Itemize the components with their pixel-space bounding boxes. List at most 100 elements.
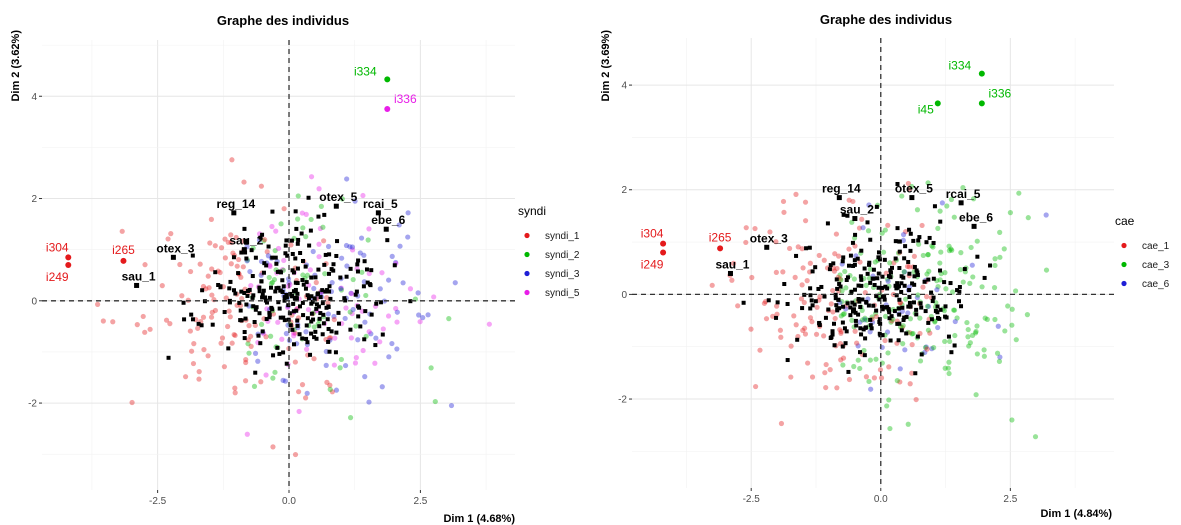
category-point <box>309 294 314 299</box>
category-point <box>943 304 948 309</box>
individual-point <box>347 244 353 250</box>
category-point <box>876 285 881 290</box>
category-point <box>907 300 912 305</box>
category-point <box>260 329 265 334</box>
individual-point <box>834 265 840 272</box>
individual-point <box>196 369 202 375</box>
category-point <box>305 293 310 298</box>
individual-point <box>843 285 849 291</box>
category-point <box>356 314 361 319</box>
individual-point <box>140 313 146 320</box>
category-point <box>316 267 321 272</box>
category-point <box>314 302 319 307</box>
category-point <box>845 213 850 218</box>
category-point <box>893 256 898 261</box>
individual-point <box>1001 246 1007 252</box>
individual-point <box>218 340 224 346</box>
category-point <box>908 248 913 253</box>
individual-point <box>324 379 330 385</box>
individual-point <box>296 389 302 395</box>
category-point <box>275 345 280 350</box>
category-point <box>888 268 893 273</box>
individual-point <box>397 243 403 249</box>
individual-point <box>900 323 906 329</box>
category-point <box>296 237 301 242</box>
individual-point <box>891 260 897 266</box>
category-point <box>222 310 227 315</box>
category-point <box>303 286 308 291</box>
category-point <box>231 255 236 260</box>
individual-point <box>242 378 249 384</box>
individual-point <box>380 326 386 332</box>
category-point <box>880 333 885 338</box>
highlighted-label: i334 <box>354 64 377 78</box>
individual-point <box>882 227 888 233</box>
category-point <box>876 271 881 276</box>
individual-point <box>952 318 958 325</box>
individual-point <box>925 180 931 186</box>
individual-point <box>208 216 215 222</box>
category-point <box>322 212 327 217</box>
individual-point <box>342 315 348 322</box>
individual-point <box>979 284 985 290</box>
individual-point <box>264 249 270 255</box>
category-point <box>888 270 893 275</box>
category-point <box>294 226 299 231</box>
individual-point <box>994 350 1001 356</box>
category-point <box>304 323 309 328</box>
grid <box>42 40 515 490</box>
category-point <box>317 324 322 329</box>
category-point <box>295 266 300 271</box>
individual-point <box>788 343 794 349</box>
variable-label: reg_14 <box>822 182 861 196</box>
category-point <box>840 259 845 264</box>
individual-point <box>897 366 903 372</box>
highlighted-point <box>660 249 667 256</box>
individual-point <box>347 309 353 315</box>
individual-point <box>809 319 815 325</box>
individual-point <box>233 234 239 241</box>
category-point <box>794 253 799 258</box>
individual-point <box>248 333 254 339</box>
highlighted-label: i304 <box>641 227 664 241</box>
individual-point <box>292 330 298 336</box>
highlighted-label: i249 <box>46 270 69 284</box>
category-point <box>274 286 279 291</box>
individual-point <box>902 229 909 235</box>
individual-point <box>332 335 338 341</box>
category-point <box>877 331 882 336</box>
category-point <box>293 209 298 214</box>
category-point <box>914 307 919 312</box>
individual-point <box>331 313 337 320</box>
individual-point <box>929 346 935 352</box>
category-point <box>305 316 310 321</box>
individual-point <box>926 268 932 274</box>
individual-point <box>232 332 238 339</box>
category-point <box>267 315 272 320</box>
individual-point <box>805 360 811 366</box>
highlighted-label: i304 <box>46 240 69 254</box>
individual-point <box>1043 212 1049 218</box>
variable-label: otex_3 <box>750 231 788 245</box>
individual-point <box>243 359 249 366</box>
individual-point <box>321 238 327 244</box>
category-point <box>897 266 902 271</box>
individual-point <box>885 278 891 284</box>
individual-point <box>258 321 265 327</box>
individual-point <box>840 355 847 361</box>
highlighted-label: i334 <box>948 59 971 73</box>
category-point <box>333 350 338 355</box>
individual-point <box>862 315 868 321</box>
individual-point <box>965 334 971 340</box>
category-point <box>842 326 847 331</box>
individual-point <box>904 263 911 270</box>
individual-point <box>997 254 1003 260</box>
individual-point <box>304 390 310 396</box>
category-point <box>844 329 849 334</box>
category-point <box>827 267 832 272</box>
category-point <box>286 303 291 308</box>
individual-point <box>862 317 868 323</box>
individual-point <box>839 288 845 294</box>
highlighted-label: i265 <box>112 243 135 257</box>
category-point <box>312 296 317 301</box>
